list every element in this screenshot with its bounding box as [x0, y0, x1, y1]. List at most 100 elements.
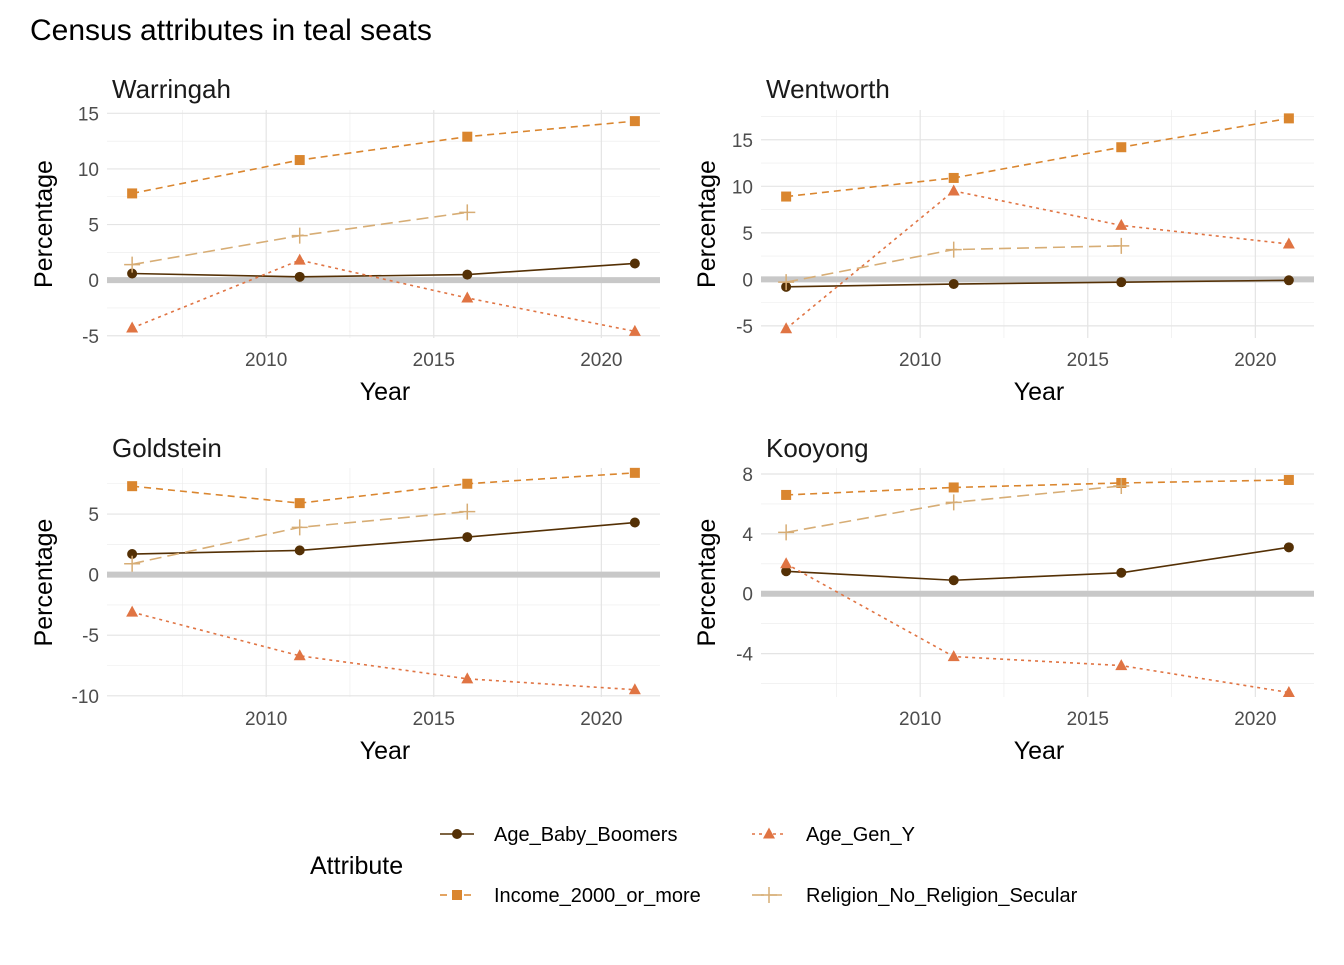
data-point — [947, 184, 960, 196]
legend-item-age-gen-y: Age_Gen_Y — [752, 824, 915, 846]
panel-title: Goldstein — [112, 433, 222, 463]
x-axis-label: Year — [1014, 378, 1065, 406]
data-point — [1283, 113, 1294, 124]
data-point — [948, 482, 959, 493]
series-religion-no-religion-secular — [778, 477, 1130, 541]
data-point — [629, 258, 640, 269]
x-axis-label: Year — [360, 737, 411, 765]
series-religion-no-religion-secular — [778, 237, 1130, 291]
y-tick-label: 5 — [88, 216, 99, 237]
y-tick-label: 0 — [88, 271, 99, 292]
legend-key-marker — [452, 890, 462, 900]
series-line — [132, 472, 635, 504]
data-point — [124, 555, 141, 572]
legend-label: Age_Baby_Boomers — [494, 824, 677, 846]
data-point — [294, 155, 305, 166]
data-point — [293, 649, 306, 661]
x-tick-label: 2010 — [899, 350, 941, 371]
series-line — [131, 611, 635, 691]
data-point — [629, 116, 640, 127]
y-tick-label: 15 — [78, 104, 99, 125]
panel-title: Wentworth — [766, 74, 890, 104]
data-point — [1115, 218, 1128, 230]
data-point — [780, 322, 793, 334]
data-point — [459, 503, 476, 520]
y-tick-label: -5 — [736, 317, 753, 338]
data-point — [127, 268, 138, 279]
data-point — [294, 545, 305, 556]
legend-item-income-2000-or-more: Income_2000_or_more — [440, 885, 701, 907]
y-axis-label: Percentage — [693, 519, 721, 647]
y-tick-label: -5 — [82, 626, 99, 647]
panel-title: Kooyong — [766, 433, 869, 463]
x-axis-label: Year — [360, 378, 411, 406]
y-tick-label: 10 — [732, 177, 753, 198]
series-line — [786, 117, 1289, 198]
series-age-gen-y — [780, 557, 1295, 698]
series-line — [785, 563, 1289, 694]
x-tick-label: 2015 — [1067, 350, 1109, 371]
data-point — [781, 489, 792, 500]
y-tick-label: 15 — [732, 131, 753, 152]
panel-wentworth: 2010 2015 2020 -5 0 5 10 15 Wentworth Year Percent… — [693, 74, 1314, 406]
x-tick-label: 2020 — [580, 350, 622, 371]
y-axis-label: Percentage — [693, 160, 721, 288]
data-point — [781, 191, 792, 202]
x-tick-label: 2010 — [245, 709, 287, 730]
data-point — [124, 256, 141, 273]
y-tick-label: 10 — [78, 160, 99, 181]
chart-title: Census attributes in teal seats — [30, 14, 432, 47]
series-religion-no-religion-secular — [124, 204, 476, 273]
y-tick-label: -5 — [82, 327, 99, 348]
data-point — [945, 494, 962, 511]
data-point — [1113, 477, 1130, 494]
x-tick-label: 2015 — [413, 350, 455, 371]
data-point — [1116, 142, 1127, 153]
data-point — [1116, 277, 1127, 288]
y-tick-label: -4 — [736, 645, 753, 666]
data-point — [628, 324, 641, 336]
data-point — [1282, 237, 1295, 249]
data-point — [948, 279, 959, 290]
y-tick-label: 0 — [742, 585, 753, 606]
data-point — [1113, 237, 1130, 254]
data-point — [294, 498, 305, 509]
data-point — [126, 605, 139, 617]
data-point — [778, 274, 795, 291]
data-point — [1283, 275, 1294, 286]
data-point — [778, 524, 795, 541]
data-point — [294, 271, 305, 282]
y-tick-label: 5 — [742, 224, 753, 245]
data-point — [1115, 659, 1128, 671]
series-line — [131, 120, 635, 195]
x-tick-label: 2015 — [413, 709, 455, 730]
data-point — [127, 481, 138, 492]
x-tick-label: 2015 — [1067, 709, 1109, 730]
data-point — [462, 269, 473, 280]
data-point — [462, 478, 473, 489]
data-point — [126, 321, 139, 333]
data-point — [462, 532, 473, 543]
legend-title: Attribute — [310, 852, 403, 880]
series-age-gen-y — [126, 253, 641, 336]
legend: Attribute Age_Baby_Boomers Age_Gen_Y Income… — [310, 824, 1078, 907]
x-axis-label: Year — [1014, 737, 1065, 765]
panel-goldstein: 2010 2015 2020 -10 -5 0 5 Goldstein Year Percenta… — [30, 433, 660, 765]
legend-label: Religion_No_Religion_Secular — [806, 885, 1078, 907]
y-axis-label: Percentage — [30, 160, 58, 288]
series-line — [786, 279, 1289, 288]
x-tick-label: 2020 — [580, 709, 622, 730]
y-tick-label: -10 — [72, 687, 99, 708]
legend-key-marker — [761, 887, 777, 903]
series-income-2000-or-more — [781, 113, 1294, 202]
series-age-baby-boomers — [781, 542, 1294, 586]
y-tick-label: 5 — [88, 505, 99, 526]
series-line — [131, 259, 636, 333]
data-point — [947, 650, 960, 662]
data-point — [459, 204, 476, 221]
panel-title: Warringah — [112, 74, 231, 104]
data-point — [1283, 542, 1294, 553]
x-tick-label: 2020 — [1234, 709, 1276, 730]
